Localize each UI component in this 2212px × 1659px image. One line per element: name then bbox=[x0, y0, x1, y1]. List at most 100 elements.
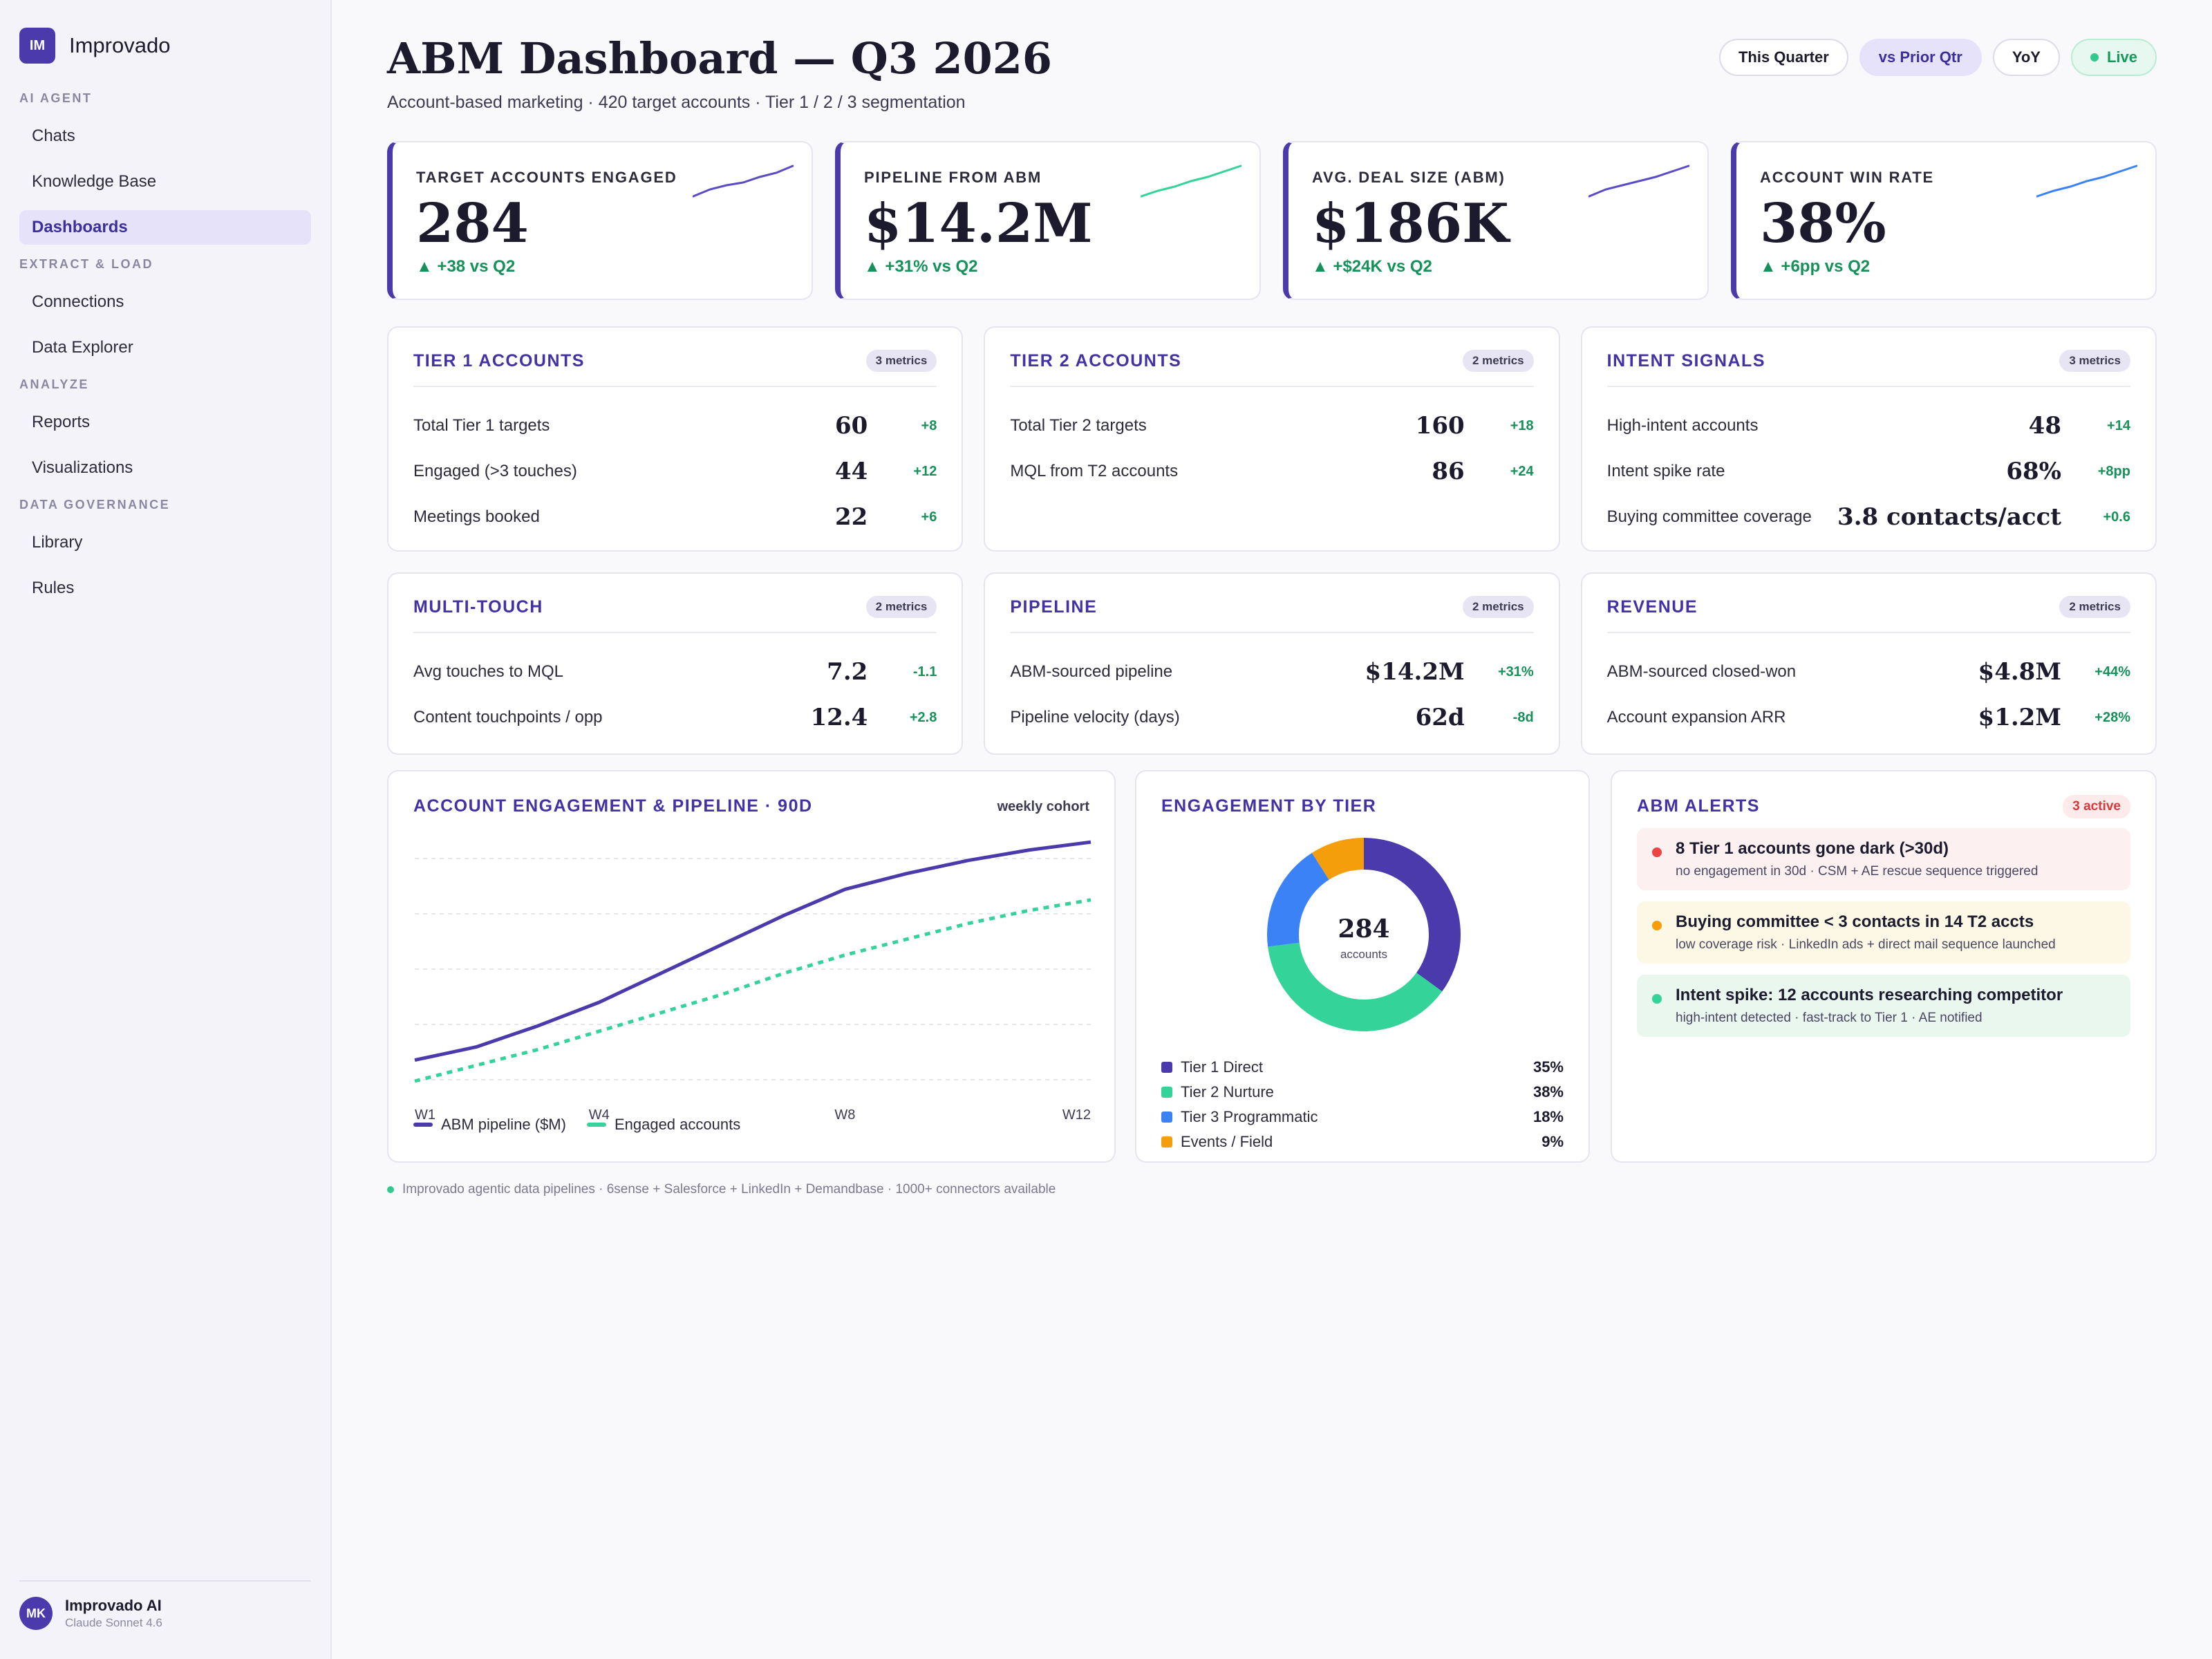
kpi-card[interactable]: AVG. DEAL SIZE (ABM) $186K ▲ +$24K vs Q2 bbox=[1283, 141, 1709, 300]
tier-legend-row: Events / Field 9% bbox=[1161, 1131, 1564, 1153]
metric-row[interactable]: Total Tier 1 targets 60 +8 bbox=[413, 412, 937, 440]
group-title: TIER 2 ACCOUNTS bbox=[1010, 351, 1182, 371]
metric-row[interactable]: MQL from T2 accounts 86 +24 bbox=[1010, 458, 1533, 485]
metric-value: 160 bbox=[1415, 412, 1465, 440]
group-divider bbox=[1010, 386, 1534, 387]
x-tick-label: W1 bbox=[415, 1107, 435, 1123]
alert-status-dot-icon bbox=[1652, 994, 1662, 1004]
metric-label: Content touchpoints / opp bbox=[413, 708, 603, 727]
kpi-label: TARGET ACCOUNTS ENGAGED bbox=[416, 169, 677, 186]
group-divider bbox=[413, 632, 937, 633]
kpi-card[interactable]: PIPELINE FROM ABM $14.2M ▲ +31% vs Q2 bbox=[835, 141, 1261, 300]
metric-value: 60 bbox=[835, 412, 868, 440]
live-toggle[interactable]: Live bbox=[2070, 39, 2157, 76]
kpi-card[interactable]: ACCOUNT WIN RATE 38% ▲ +6pp vs Q2 bbox=[1731, 141, 2157, 300]
alert-status-dot-icon bbox=[1652, 921, 1662, 930]
tier-swatch bbox=[1161, 1136, 1172, 1147]
metric-delta: +0.6 bbox=[2103, 509, 2130, 525]
sparkline bbox=[1588, 165, 1689, 198]
group-title: INTENT SIGNALS bbox=[1606, 351, 1765, 371]
sparkline bbox=[1141, 165, 1241, 198]
sidebar: IM Improvado AI AGENT Chats Knowledge Base… bbox=[0, 0, 332, 1659]
legend-swatch bbox=[586, 1123, 606, 1127]
sidebar-item-reports[interactable]: Reports bbox=[32, 413, 91, 431]
metric-label: ABM-sourced closed-won bbox=[1606, 662, 1797, 681]
sidebar-item-rules[interactable]: Rules bbox=[32, 579, 75, 597]
metric-row[interactable]: ABM-sourced pipeline $14.2M +31% bbox=[1010, 658, 1533, 686]
metric-delta: +18 bbox=[1510, 418, 1534, 433]
donut-slice-3 bbox=[1311, 838, 1364, 880]
metrics-count-badge: 2 metrics bbox=[1462, 350, 1534, 372]
metric-row[interactable]: High-intent accounts 48 +14 bbox=[1607, 412, 2130, 440]
kpi-value: 284 bbox=[416, 192, 529, 255]
metric-row[interactable]: Buying committee coverage 3.8 contacts/ac… bbox=[1607, 503, 2130, 531]
kpi-card[interactable]: TARGET ACCOUNTS ENGAGED 284 ▲ +38 vs Q2 bbox=[387, 141, 813, 300]
donut-slice-2 bbox=[1267, 852, 1329, 947]
metric-value: $1.2M bbox=[1978, 704, 2061, 731]
alert-detail: low coverage risk · LinkedIn ads + direc… bbox=[1676, 937, 2056, 952]
metric-group-row: MULTI-TOUCH 2 metrics Avg touches to MQL 7.… bbox=[387, 572, 2157, 755]
kpi-delta: ▲ +31% vs Q2 bbox=[864, 257, 978, 276]
line-chart: W1 W4 W8 W12 bbox=[414, 840, 1091, 1123]
metric-label: Total Tier 2 targets bbox=[1010, 416, 1147, 435]
metric-value: 44 bbox=[835, 458, 868, 485]
group-divider bbox=[413, 386, 937, 387]
alert-title: Intent spike: 12 accounts researching co… bbox=[1676, 986, 2063, 1004]
sidebar-item-knowledge-base[interactable]: Knowledge Base bbox=[32, 172, 157, 191]
main-content: ABM Dashboard — Q3 2026 Account-based ma… bbox=[387, 0, 2157, 1659]
x-tick-label: W8 bbox=[834, 1107, 855, 1123]
prior-qtr-button[interactable]: vs Prior Qtr bbox=[1859, 39, 1982, 76]
sidebar-item-dashboards[interactable]: Dashboards bbox=[19, 210, 311, 245]
metric-row[interactable]: Total Tier 2 targets 160 +18 bbox=[1010, 412, 1533, 440]
sparkline-path bbox=[693, 165, 794, 198]
group-title: MULTI-TOUCH bbox=[413, 597, 543, 617]
alert-item[interactable]: Buying committee < 3 contacts in 14 T2 a… bbox=[1637, 901, 2130, 964]
nav-section-title: AI AGENT bbox=[19, 91, 93, 105]
alert-detail: high-intent detected · fast-track to Tie… bbox=[1676, 1011, 1983, 1025]
kpi-label: PIPELINE FROM ABM bbox=[864, 169, 1042, 186]
tier-name: Tier 2 Nurture bbox=[1181, 1083, 1274, 1100]
bottom-panels: ACCOUNT ENGAGEMENT & PIPELINE · 90D week… bbox=[387, 770, 2157, 1163]
metric-row[interactable]: Content touchpoints / opp 12.4 +2.8 bbox=[413, 704, 937, 731]
sidebar-item-visualizations[interactable]: Visualizations bbox=[32, 458, 133, 477]
kpi-delta: ▲ +38 vs Q2 bbox=[416, 257, 516, 276]
donut-title: ENGAGEMENT BY TIER bbox=[1161, 796, 1377, 816]
this-quarter-button[interactable]: This Quarter bbox=[1718, 39, 1848, 76]
sidebar-item-connections[interactable]: Connections bbox=[32, 292, 124, 311]
metric-value: 48 bbox=[2028, 412, 2061, 440]
tier-swatch bbox=[1161, 1087, 1172, 1098]
metric-label: Account expansion ARR bbox=[1606, 708, 1786, 727]
metric-delta: -8d bbox=[1512, 709, 1534, 725]
alerts-card: ABM ALERTS 3 active 8 Tier 1 accounts go… bbox=[1611, 770, 2157, 1163]
alert-title: Buying committee < 3 contacts in 14 T2 a… bbox=[1676, 912, 2034, 931]
yoy-button[interactable]: YoY bbox=[1992, 39, 2060, 76]
metric-row[interactable]: ABM-sourced closed-won $4.8M +44% bbox=[1607, 658, 2130, 686]
sidebar-item-data-explorer[interactable]: Data Explorer bbox=[32, 338, 133, 357]
metric-row[interactable]: Meetings booked 22 +6 bbox=[413, 503, 937, 531]
brand[interactable]: IM Improvado bbox=[19, 28, 170, 64]
metric-group-intent-signals: INTENT SIGNALS 3 metrics High-intent accou… bbox=[1580, 326, 2157, 552]
sparkline-path bbox=[2036, 165, 2137, 198]
metric-row[interactable]: Intent spike rate 68% +8pp bbox=[1607, 458, 2130, 485]
metric-delta: +8pp bbox=[2097, 463, 2130, 479]
metric-label: Buying committee coverage bbox=[1606, 507, 1812, 526]
user-profile[interactable]: MK Improvado AI Claude Sonnet 4.6 bbox=[19, 1597, 162, 1630]
metric-delta: +6 bbox=[921, 509, 937, 525]
metric-row[interactable]: Avg touches to MQL 7.2 -1.1 bbox=[413, 658, 937, 686]
legend-label: ABM pipeline ($M) bbox=[441, 1116, 566, 1133]
metric-value: $14.2M bbox=[1365, 658, 1465, 686]
kpi-delta: ▲ +$24K vs Q2 bbox=[1312, 257, 1432, 276]
group-title: TIER 1 ACCOUNTS bbox=[413, 351, 585, 371]
sidebar-item-library[interactable]: Library bbox=[32, 533, 83, 552]
alert-item[interactable]: 8 Tier 1 accounts gone dark (>30d) no eng… bbox=[1637, 828, 2130, 890]
metrics-count-badge: 2 metrics bbox=[2059, 596, 2130, 618]
tier-swatch bbox=[1161, 1062, 1172, 1073]
sidebar-item-chats[interactable]: Chats bbox=[32, 126, 75, 145]
metric-row[interactable]: Account expansion ARR $1.2M +28% bbox=[1607, 704, 2130, 731]
metric-row[interactable]: Pipeline velocity (days) 62d -8d bbox=[1010, 704, 1533, 731]
metric-group-row: TIER 1 ACCOUNTS 3 metrics Total Tier 1 tar… bbox=[387, 326, 2157, 552]
metric-row[interactable]: Engaged (>3 touches) 44 +12 bbox=[413, 458, 937, 485]
metric-label: MQL from T2 accounts bbox=[1010, 462, 1179, 480]
legend-item: ABM pipeline ($M) bbox=[413, 1116, 566, 1134]
alert-item[interactable]: Intent spike: 12 accounts researching co… bbox=[1637, 975, 2130, 1037]
